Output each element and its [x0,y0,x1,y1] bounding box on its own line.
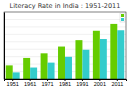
tick-label: 2001 [94,81,106,87]
tick: 1961 [24,79,36,87]
bar [110,24,117,79]
grid-line [4,41,126,42]
bar [82,50,89,79]
bar-series [6,24,118,79]
tick: 1951 [7,79,19,87]
legend-swatch [121,18,124,21]
tick: 2011 [111,79,123,87]
grid-line [4,19,126,20]
bar [13,72,20,79]
bar [100,39,107,79]
tick: 1971 [41,79,53,87]
bar [48,63,55,79]
tick: 1981 [59,79,71,87]
legend-swatch [121,14,124,17]
title: Literacy Rate in India : 1951-2011 [10,2,121,10]
bar [117,30,124,79]
bar [41,53,48,79]
bar-series [13,30,125,79]
bar [93,31,100,79]
x-axis: 1951 1961 1971 1981 1991 2001 2011 [5,79,127,87]
bar [23,58,30,79]
chart: Literacy Rate in India : 1951-2011195119… [0,0,130,90]
tick: 2001 [94,79,106,87]
tick-label: 2011 [111,81,123,87]
plot-frame [4,12,126,79]
tick-label: 1961 [24,81,36,87]
tick: 1991 [76,79,88,87]
plot-area [6,24,125,79]
bar [75,40,82,79]
bar [6,65,13,79]
grid-line [4,34,126,35]
tick-label: 1981 [59,81,71,87]
tick-label: 1951 [7,81,19,87]
legend [120,13,125,22]
tick-label: 1971 [41,81,53,87]
tick-label: 1991 [76,81,88,87]
bar [58,47,65,79]
bar [65,57,72,79]
bar [30,68,37,79]
grid-line [4,26,126,27]
legend-frame [120,13,125,22]
